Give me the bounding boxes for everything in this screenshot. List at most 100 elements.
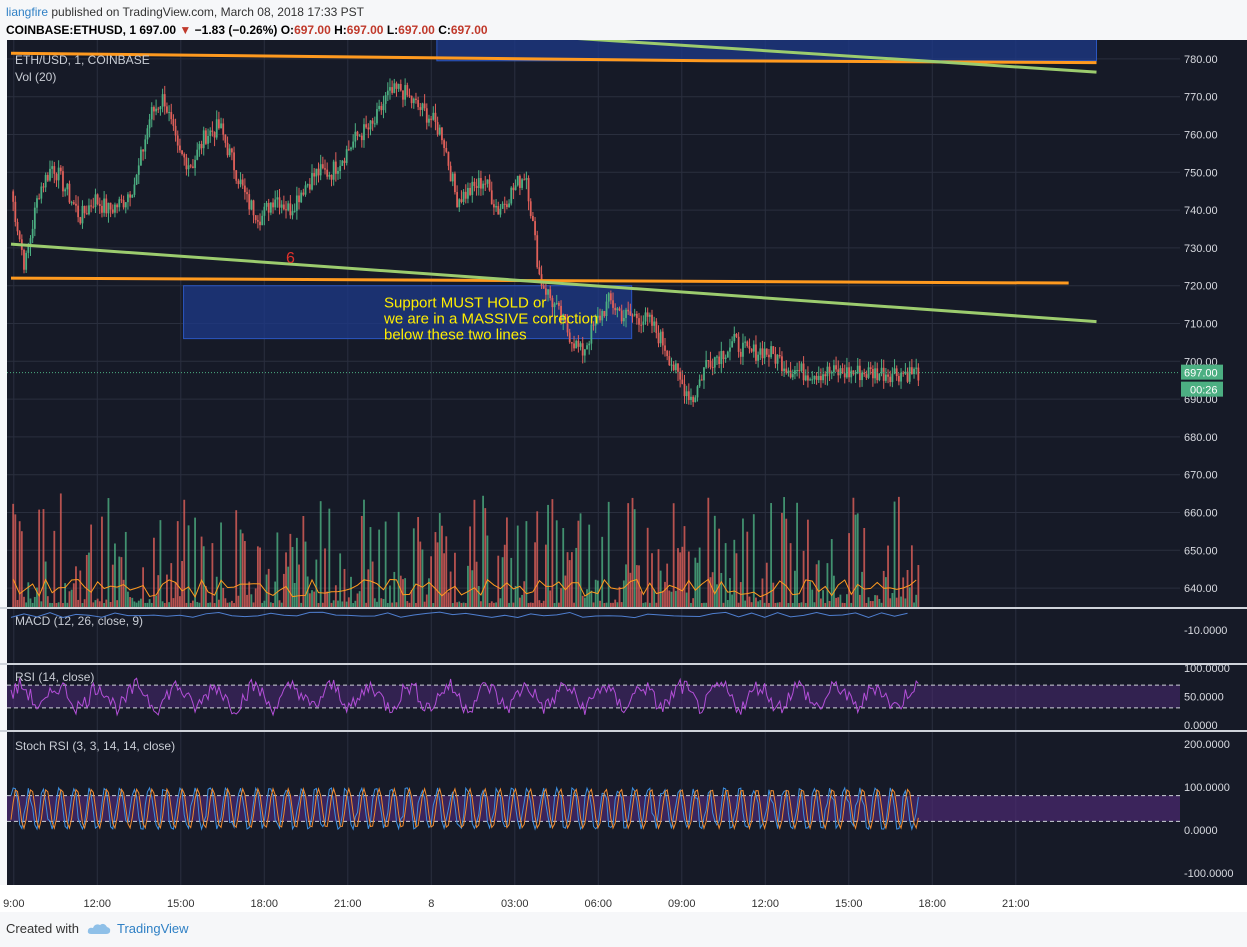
volume-bar bbox=[111, 564, 114, 607]
candle-body bbox=[573, 343, 575, 349]
volume-bar bbox=[722, 602, 725, 607]
volume-bar bbox=[90, 524, 93, 607]
volume-bar bbox=[328, 508, 331, 607]
candle-body bbox=[480, 178, 482, 189]
candle-body bbox=[101, 205, 103, 213]
tradingview-link[interactable]: TradingView bbox=[116, 921, 189, 936]
candle-body bbox=[423, 103, 426, 109]
candle-body bbox=[291, 211, 294, 216]
candle-body bbox=[516, 175, 519, 186]
candle-body bbox=[882, 367, 885, 381]
stoch-tick-label: 200.0000 bbox=[1184, 739, 1230, 751]
volume-bar bbox=[243, 541, 246, 607]
volume-bar bbox=[830, 539, 833, 607]
candle-body bbox=[739, 351, 742, 357]
candle-body bbox=[568, 332, 571, 343]
candle-body bbox=[391, 87, 394, 93]
support-note-box bbox=[183, 285, 633, 340]
volume-bar bbox=[62, 602, 64, 607]
countdown-tag bbox=[1181, 381, 1223, 397]
candle-body bbox=[826, 366, 829, 377]
chart-canvas[interactable]: 9:00 12:00 15:00 18:00 21:00 8 03:00 06:00 09:00… bbox=[0, 40, 1247, 912]
candle-body bbox=[737, 336, 740, 352]
volume-bar bbox=[889, 598, 892, 607]
volume-bar bbox=[183, 499, 186, 607]
candle-body bbox=[306, 184, 309, 186]
volume-bar bbox=[209, 602, 212, 607]
volume-bar bbox=[668, 590, 671, 607]
candle-body bbox=[250, 200, 253, 210]
candle-body bbox=[438, 127, 441, 135]
candle-body bbox=[462, 191, 465, 202]
volume-bar bbox=[493, 602, 495, 607]
volume-bar bbox=[555, 520, 558, 607]
candle-body bbox=[861, 372, 863, 381]
volume-bar bbox=[748, 596, 751, 607]
candle-body bbox=[12, 191, 15, 202]
volume-bar bbox=[308, 593, 311, 607]
volume-bar bbox=[27, 582, 30, 607]
candle-body bbox=[506, 204, 508, 208]
volume-bar bbox=[460, 602, 463, 607]
candle-body bbox=[300, 192, 303, 203]
volume-bar bbox=[605, 602, 608, 607]
volume-bar bbox=[83, 599, 86, 607]
candle-body bbox=[252, 200, 255, 216]
candle-body bbox=[31, 228, 34, 239]
candle-body bbox=[14, 201, 17, 222]
volume-bar bbox=[557, 602, 560, 607]
volume-bar bbox=[382, 598, 385, 607]
price-tick-label: 740.00 bbox=[1184, 205, 1218, 217]
candle-body bbox=[605, 301, 608, 317]
candle-body bbox=[703, 367, 705, 381]
volume-bar bbox=[785, 518, 788, 607]
candle-body bbox=[382, 103, 385, 111]
volume-bar bbox=[181, 561, 183, 607]
candle-body bbox=[633, 313, 636, 316]
volume-bar bbox=[155, 595, 157, 607]
volume-bar bbox=[542, 600, 545, 607]
candle-body bbox=[204, 130, 207, 144]
candle-body bbox=[256, 220, 259, 222]
volume-bar bbox=[68, 591, 71, 607]
candle-body bbox=[111, 209, 114, 213]
volume-bar bbox=[627, 503, 630, 607]
candle-body bbox=[16, 221, 19, 232]
candle-body bbox=[601, 310, 604, 321]
candle-body bbox=[239, 179, 242, 185]
candle-body bbox=[332, 161, 335, 180]
candle-body bbox=[269, 202, 272, 213]
candle-body bbox=[386, 90, 389, 96]
candle-body bbox=[215, 119, 218, 138]
volume-bar bbox=[874, 595, 876, 607]
candle-body bbox=[746, 341, 749, 347]
candle-body bbox=[395, 83, 398, 89]
candle-body bbox=[627, 309, 630, 312]
candle-body bbox=[748, 346, 751, 349]
candle-body bbox=[137, 165, 140, 175]
candle-body bbox=[488, 179, 491, 191]
candle-body bbox=[412, 98, 415, 104]
candle-body bbox=[49, 168, 51, 181]
candle-body bbox=[378, 105, 381, 110]
volume-bar bbox=[480, 601, 482, 607]
candle-body bbox=[241, 179, 244, 186]
candle-body bbox=[384, 95, 387, 104]
volume-bar bbox=[486, 535, 489, 607]
candle-body bbox=[759, 348, 762, 355]
time-tick-label: 09:00 bbox=[668, 898, 696, 910]
candle-body bbox=[707, 360, 710, 362]
volume-bar bbox=[867, 597, 870, 607]
rsi-tick-label: 100.0000 bbox=[1184, 663, 1230, 675]
candle-body bbox=[731, 341, 734, 348]
author-link[interactable]: liangfire bbox=[6, 5, 49, 19]
volume-bar bbox=[293, 583, 296, 607]
candle-body bbox=[81, 205, 84, 224]
rsi-tick-label: 0.0000 bbox=[1184, 720, 1218, 732]
low-label: L: bbox=[386, 23, 399, 37]
volume-bar bbox=[553, 602, 556, 607]
candle-body bbox=[347, 149, 350, 151]
candle-body bbox=[683, 383, 686, 397]
candle-body bbox=[711, 367, 714, 369]
volume-bar bbox=[863, 527, 866, 607]
